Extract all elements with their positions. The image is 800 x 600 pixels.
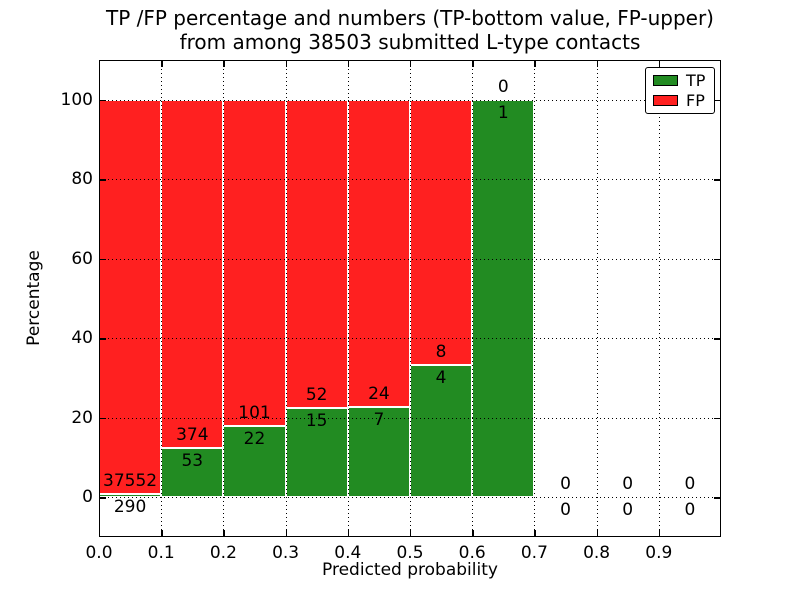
y-tick-label-1: 20	[71, 407, 93, 428]
y-tick-label-5: 100	[60, 89, 93, 110]
legend-tp-label: TP	[686, 71, 706, 90]
plot-border	[99, 60, 721, 537]
legend-entry-tp: TP	[646, 71, 714, 90]
chart-title-line1: TP /FP percentage and numbers (TP-bottom…	[106, 6, 714, 30]
legend-fp-label: FP	[686, 91, 705, 110]
chart-title: TP /FP percentage and numbers (TP-bottom…	[99, 6, 721, 54]
legend-entry-fp: FP	[646, 91, 714, 110]
x-axis-label: Predicted probability	[322, 560, 498, 580]
legend: TP FP	[645, 67, 715, 114]
legend-fp-swatch	[653, 95, 678, 106]
y-tick-label-0: 0	[82, 487, 93, 508]
y-tick-label-4: 80	[71, 169, 93, 190]
chart-title-line2: from among 38503 submitted L-type contac…	[179, 30, 641, 54]
y-axis-label: Percentage	[24, 250, 44, 346]
legend-tp-swatch	[653, 75, 678, 86]
